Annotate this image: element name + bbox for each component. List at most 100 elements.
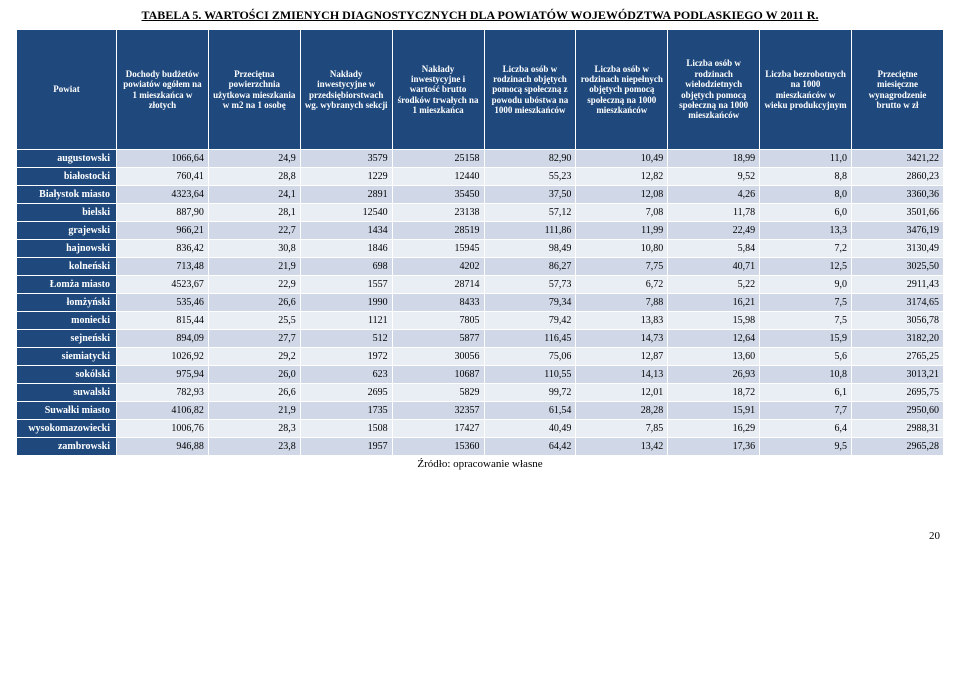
table-cell: 12440 bbox=[392, 168, 484, 186]
table-cell: 7,08 bbox=[576, 204, 668, 222]
table-cell: 13,42 bbox=[576, 438, 668, 456]
table-cell: 55,23 bbox=[484, 168, 576, 186]
table-cell: 8433 bbox=[392, 294, 484, 312]
row-label: suwalski bbox=[17, 384, 117, 402]
table-body: augustowski1066,6424,935792515882,9010,4… bbox=[17, 150, 944, 456]
table-cell: 17427 bbox=[392, 420, 484, 438]
table-cell: 1026,92 bbox=[117, 348, 209, 366]
row-label: moniecki bbox=[17, 312, 117, 330]
table-cell: 110,55 bbox=[484, 366, 576, 384]
table-cell: 111,86 bbox=[484, 222, 576, 240]
table-cell: 3579 bbox=[300, 150, 392, 168]
table-cell: 86,27 bbox=[484, 258, 576, 276]
col-header: Powiat bbox=[17, 30, 117, 150]
table-cell: 98,49 bbox=[484, 240, 576, 258]
table-cell: 10,8 bbox=[760, 366, 852, 384]
table-cell: 35450 bbox=[392, 186, 484, 204]
table-cell: 1990 bbox=[300, 294, 392, 312]
table-row: wysokomazowiecki1006,7628,315081742740,4… bbox=[17, 420, 944, 438]
table-row: bielski887,9028,1125402313857,127,0811,7… bbox=[17, 204, 944, 222]
table-cell: 1121 bbox=[300, 312, 392, 330]
table-row: hajnowski836,4230,818461594598,4910,805,… bbox=[17, 240, 944, 258]
col-header: Nakłady inwestycyjne w przedsiębiorstwac… bbox=[300, 30, 392, 150]
table-cell: 64,42 bbox=[484, 438, 576, 456]
table-row: białostocki760,4128,812291244055,2312,82… bbox=[17, 168, 944, 186]
table-cell: 15,9 bbox=[760, 330, 852, 348]
table-cell: 1846 bbox=[300, 240, 392, 258]
col-header: Przeciętne miesięczne wynagrodzenie brut… bbox=[852, 30, 944, 150]
table-cell: 8,0 bbox=[760, 186, 852, 204]
table-cell: 3421,22 bbox=[852, 150, 944, 168]
row-label: wysokomazowiecki bbox=[17, 420, 117, 438]
row-label: białostocki bbox=[17, 168, 117, 186]
table-cell: 1508 bbox=[300, 420, 392, 438]
table-cell: 12,87 bbox=[576, 348, 668, 366]
table-cell: 13,83 bbox=[576, 312, 668, 330]
table-cell: 5,6 bbox=[760, 348, 852, 366]
table-cell: 15945 bbox=[392, 240, 484, 258]
table-cell: 7,2 bbox=[760, 240, 852, 258]
table-cell: 535,46 bbox=[117, 294, 209, 312]
table-row: siemiatycki1026,9229,219723005675,0612,8… bbox=[17, 348, 944, 366]
table-cell: 946,88 bbox=[117, 438, 209, 456]
table-cell: 1229 bbox=[300, 168, 392, 186]
table-cell: 3130,49 bbox=[852, 240, 944, 258]
table-cell: 4202 bbox=[392, 258, 484, 276]
table-row: suwalski782,9326,62695582999,7212,0118,7… bbox=[17, 384, 944, 402]
table-cell: 6,1 bbox=[760, 384, 852, 402]
table-cell: 26,6 bbox=[208, 384, 300, 402]
table-row: kolneński713,4821,9698420286,277,7540,71… bbox=[17, 258, 944, 276]
table-cell: 2860,23 bbox=[852, 168, 944, 186]
table-cell: 11,78 bbox=[668, 204, 760, 222]
table-row: Białystok miasto4323,6424,128913545037,5… bbox=[17, 186, 944, 204]
table-cell: 12,01 bbox=[576, 384, 668, 402]
table-cell: 24,9 bbox=[208, 150, 300, 168]
table-cell: 9,0 bbox=[760, 276, 852, 294]
table-cell: 10,80 bbox=[576, 240, 668, 258]
table-cell: 698 bbox=[300, 258, 392, 276]
table-cell: 40,71 bbox=[668, 258, 760, 276]
table-cell: 29,2 bbox=[208, 348, 300, 366]
table-cell: 815,44 bbox=[117, 312, 209, 330]
row-label: Suwałki miasto bbox=[17, 402, 117, 420]
table-cell: 7,5 bbox=[760, 312, 852, 330]
table-cell: 16,29 bbox=[668, 420, 760, 438]
table-cell: 28,1 bbox=[208, 204, 300, 222]
table-cell: 2891 bbox=[300, 186, 392, 204]
table-cell: 2950,60 bbox=[852, 402, 944, 420]
table-cell: 57,12 bbox=[484, 204, 576, 222]
table-cell: 6,4 bbox=[760, 420, 852, 438]
table-cell: 26,93 bbox=[668, 366, 760, 384]
table-cell: 7,7 bbox=[760, 402, 852, 420]
table-cell: 2965,28 bbox=[852, 438, 944, 456]
table-cell: 15,98 bbox=[668, 312, 760, 330]
table-cell: 9,52 bbox=[668, 168, 760, 186]
table-cell: 99,72 bbox=[484, 384, 576, 402]
col-header: Liczba osób w rodzinach wielodzietnych o… bbox=[668, 30, 760, 150]
table-cell: 13,3 bbox=[760, 222, 852, 240]
table-cell: 13,60 bbox=[668, 348, 760, 366]
table-cell: 25158 bbox=[392, 150, 484, 168]
table-cell: 24,1 bbox=[208, 186, 300, 204]
table-cell: 28,28 bbox=[576, 402, 668, 420]
table-cell: 3025,50 bbox=[852, 258, 944, 276]
table-cell: 22,9 bbox=[208, 276, 300, 294]
table-cell: 14,73 bbox=[576, 330, 668, 348]
table-cell: 23,8 bbox=[208, 438, 300, 456]
col-header: Liczba osób w rodzinach niepełnych objęt… bbox=[576, 30, 668, 150]
table-cell: 30056 bbox=[392, 348, 484, 366]
table-row: augustowski1066,6424,935792515882,9010,4… bbox=[17, 150, 944, 168]
table-cell: 3013,21 bbox=[852, 366, 944, 384]
table-cell: 713,48 bbox=[117, 258, 209, 276]
col-header: Dochody budżetów powiatów ogółem na 1 mi… bbox=[117, 30, 209, 150]
table-cell: 3182,20 bbox=[852, 330, 944, 348]
table-row: zambrowski946,8823,819571536064,4213,421… bbox=[17, 438, 944, 456]
table-cell: 26,6 bbox=[208, 294, 300, 312]
col-header: Nakłady inwestycyjne i wartość brutto śr… bbox=[392, 30, 484, 150]
table-cell: 17,36 bbox=[668, 438, 760, 456]
table-cell: 2911,43 bbox=[852, 276, 944, 294]
table-cell: 82,90 bbox=[484, 150, 576, 168]
table-cell: 28,8 bbox=[208, 168, 300, 186]
table-cell: 2988,31 bbox=[852, 420, 944, 438]
table-cell: 5829 bbox=[392, 384, 484, 402]
